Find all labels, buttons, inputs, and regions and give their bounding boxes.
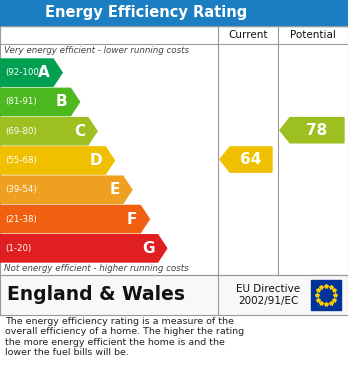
Text: Current: Current [228,30,268,40]
Text: F: F [127,212,137,226]
Text: Potential: Potential [290,30,336,40]
Text: E: E [110,182,120,197]
Polygon shape [0,147,114,174]
Text: Not energy efficient - higher running costs: Not energy efficient - higher running co… [4,264,189,273]
Polygon shape [0,176,132,203]
Text: C: C [74,124,85,139]
Text: England & Wales: England & Wales [7,285,185,305]
Text: A: A [38,65,50,80]
Bar [0,0,348,26]
Text: (81-91): (81-91) [5,97,37,106]
Polygon shape [0,205,149,233]
Text: (92-100): (92-100) [5,68,42,77]
Text: EU Directive
2002/91/EC: EU Directive 2002/91/EC [236,284,300,306]
Text: D: D [90,153,102,168]
Bar [311,280,341,310]
Text: 64: 64 [240,152,262,167]
Text: 78: 78 [306,123,327,138]
Text: (55-68): (55-68) [5,156,37,165]
Text: B: B [56,95,68,109]
Polygon shape [280,118,344,143]
Text: G: G [142,241,155,256]
Text: Energy Efficiency Rating: Energy Efficiency Rating [45,5,247,20]
Text: (39-54): (39-54) [5,185,37,194]
Polygon shape [0,235,167,262]
Polygon shape [220,147,272,172]
Text: Very energy efficient - lower running costs: Very energy efficient - lower running co… [4,46,189,55]
Polygon shape [0,118,97,145]
Bar [0,26,348,275]
Text: (69-80): (69-80) [5,127,37,136]
Text: (1-20): (1-20) [5,244,31,253]
Text: The energy efficiency rating is a measure of the
overall efficiency of a home. T: The energy efficiency rating is a measur… [5,317,244,357]
Text: (21-38): (21-38) [5,215,37,224]
Polygon shape [0,88,80,116]
Bar [0,275,348,315]
Polygon shape [0,59,62,86]
